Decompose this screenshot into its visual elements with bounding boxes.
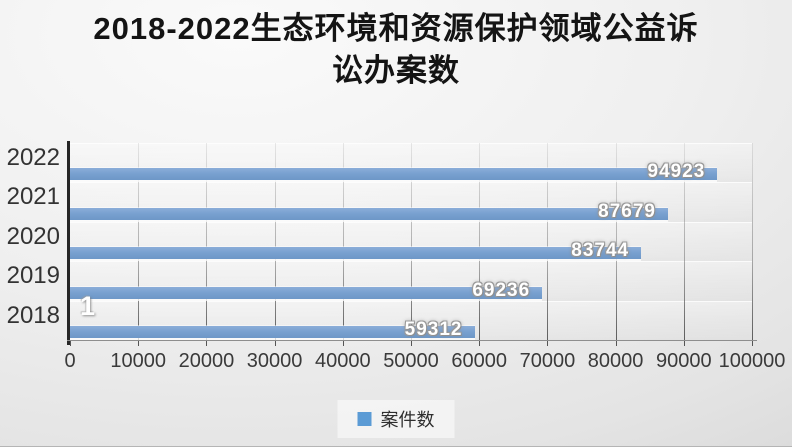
bar-value-label: 94923 <box>647 161 706 183</box>
x-axis-tick <box>479 341 481 346</box>
x-axis-tick-label: 70000 <box>519 350 576 372</box>
gridline <box>411 143 412 340</box>
bar-2021 <box>70 207 668 220</box>
x-axis-tick <box>683 341 685 346</box>
gridline <box>342 143 344 340</box>
bar-value-label: 59312 <box>404 319 463 340</box>
category-label: 2018 <box>6 301 60 329</box>
bar-2020 <box>70 247 642 260</box>
x-axis-tick <box>342 341 344 346</box>
chart-title-line1: 2018-2022生态环境和资源保护领域公益诉 <box>93 11 699 46</box>
x-axis-tick-label: 0 <box>64 350 76 372</box>
gridline <box>683 143 685 340</box>
gridline <box>138 143 140 340</box>
category-label: 2021 <box>6 183 60 211</box>
stray-data-label: 1 <box>80 291 96 321</box>
x-axis-tick <box>411 341 412 346</box>
x-axis-tick <box>274 341 276 346</box>
x-axis-tick-label: 10000 <box>110 350 166 372</box>
x-axis-tick <box>547 341 549 346</box>
gridline <box>547 143 549 340</box>
x-axis-tick <box>206 341 208 346</box>
bar-2022 <box>70 168 718 181</box>
x-axis-tick-label: 50000 <box>383 350 439 372</box>
gridline <box>615 143 617 340</box>
x-axis-tick <box>70 341 71 346</box>
x-axis-tick-label: 100000 <box>718 350 786 372</box>
x-axis-tick <box>138 341 140 346</box>
gridline <box>479 143 481 340</box>
legend-swatch-icon <box>357 412 372 426</box>
x-axis-tick-label: 30000 <box>246 350 303 372</box>
bar-value-label: 83744 <box>571 240 630 262</box>
chart-title-line2: 讼办案数 <box>332 53 460 88</box>
x-axis-tick-label: 40000 <box>314 350 371 372</box>
bar-value-label: 87679 <box>598 200 656 222</box>
x-axis-tick-label: 90000 <box>655 350 712 372</box>
x-axis-line <box>67 340 757 341</box>
gridline <box>274 143 276 340</box>
bar-2018 <box>70 326 475 338</box>
gridline <box>752 143 753 340</box>
legend: 案件数 <box>337 400 455 438</box>
category-label: 2019 <box>6 262 60 290</box>
y-axis-line <box>67 141 70 345</box>
x-axis-tick-label: 60000 <box>451 350 507 372</box>
x-axis-tick-label: 20000 <box>178 350 235 372</box>
bar-2019 <box>70 286 543 299</box>
legend-series-label: 案件数 <box>380 410 435 430</box>
x-axis-tick <box>615 341 617 346</box>
x-axis-tick <box>752 341 753 346</box>
chart-title: 2018-2022生态环境和资源保护领域公益诉 讼办案数 <box>0 8 792 92</box>
bar-value-label: 69236 <box>472 279 531 301</box>
gridline <box>206 143 208 340</box>
x-axis-tick-label: 80000 <box>587 350 644 372</box>
category-label: 2020 <box>6 222 60 250</box>
category-label: 2022 <box>6 144 60 171</box>
